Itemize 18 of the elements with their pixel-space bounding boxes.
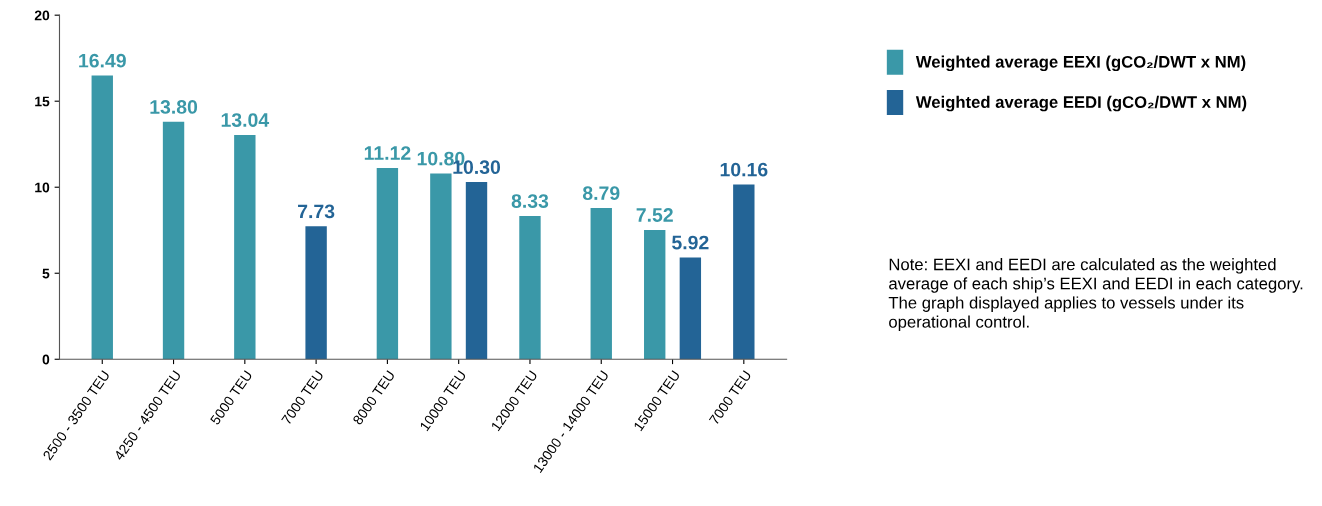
data-label: 7.52 [636, 208, 673, 222]
data-label: 5.92 [672, 235, 709, 250]
legend-label: Weighted average EEXI (gCO₂/DWT x NM) [915, 55, 1246, 72]
legend-label: Weighted average EEDI (gCO₂/DWT x NM) [915, 95, 1247, 112]
text: Note: EEXI and EEDI are calculated as the weighted average of each ship’s EEXI and EEDI in each category. The graph displayed applies to vessels under its operational control. [888, 258, 1303, 332]
y-tick-label: 20 [34, 10, 50, 21]
data-label: 13.80 [150, 100, 198, 114]
data-label: 13.04 [221, 113, 270, 127]
y-tick-label: 10 [35, 182, 50, 193]
y-tick-label: 15 [35, 96, 50, 107]
y-tick-label: 5 [42, 268, 50, 279]
data-label: 10.16 [720, 162, 768, 177]
data-label: 8.33 [511, 194, 549, 208]
y-tick-label: 0 [42, 354, 50, 365]
data-label: 16.49 [79, 53, 126, 68]
data-label: 8.79 [582, 186, 620, 201]
data-label: 11.12 [364, 146, 411, 160]
data-label: 7.73 [298, 204, 335, 219]
